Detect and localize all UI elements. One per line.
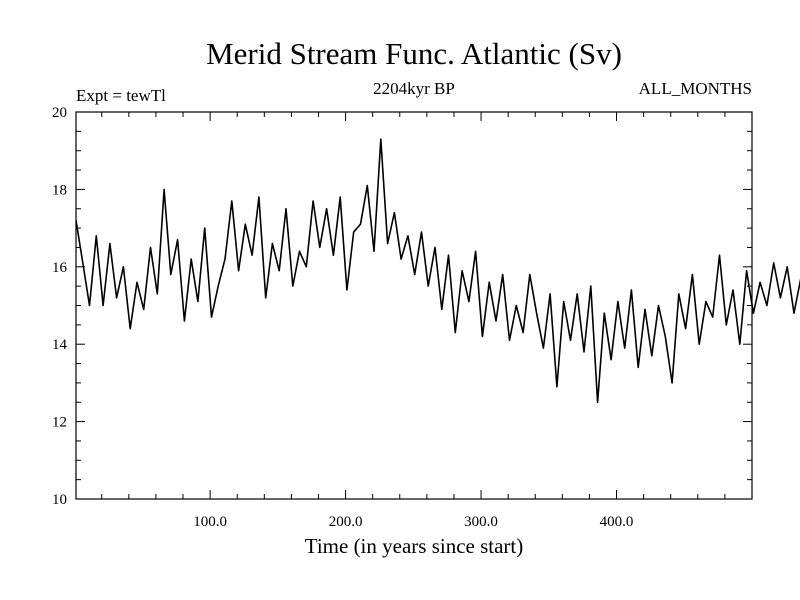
axis-tick-labels: 100.0 200.0 300.0 400.0 10 12 14 16 18 20 <box>52 105 633 530</box>
y-tick-label: 12 <box>52 415 67 431</box>
axis-ticks <box>76 112 752 499</box>
y-tick-label: 16 <box>52 260 68 276</box>
y-tick-label: 18 <box>52 182 67 198</box>
y-tick-label: 14 <box>52 337 68 353</box>
months-label: ALL_MONTHS <box>639 79 752 98</box>
x-axis-label: Time (in years since start) <box>305 534 524 558</box>
y-tick-label: 10 <box>52 492 67 508</box>
x-tick-label: 200.0 <box>329 514 363 530</box>
data-series-line <box>75 138 800 404</box>
period-label: 2204kyr BP <box>373 79 455 98</box>
plot-frame <box>75 111 753 500</box>
x-tick-label: 300.0 <box>464 514 498 530</box>
experiment-label: Expt = tewTl <box>76 86 166 105</box>
chart-title: Merid Stream Func. Atlantic (Sv) <box>206 36 622 71</box>
y-tick-label: 20 <box>52 105 67 121</box>
x-tick-label: 100.0 <box>193 514 227 530</box>
x-tick-label: 400.0 <box>600 514 634 530</box>
